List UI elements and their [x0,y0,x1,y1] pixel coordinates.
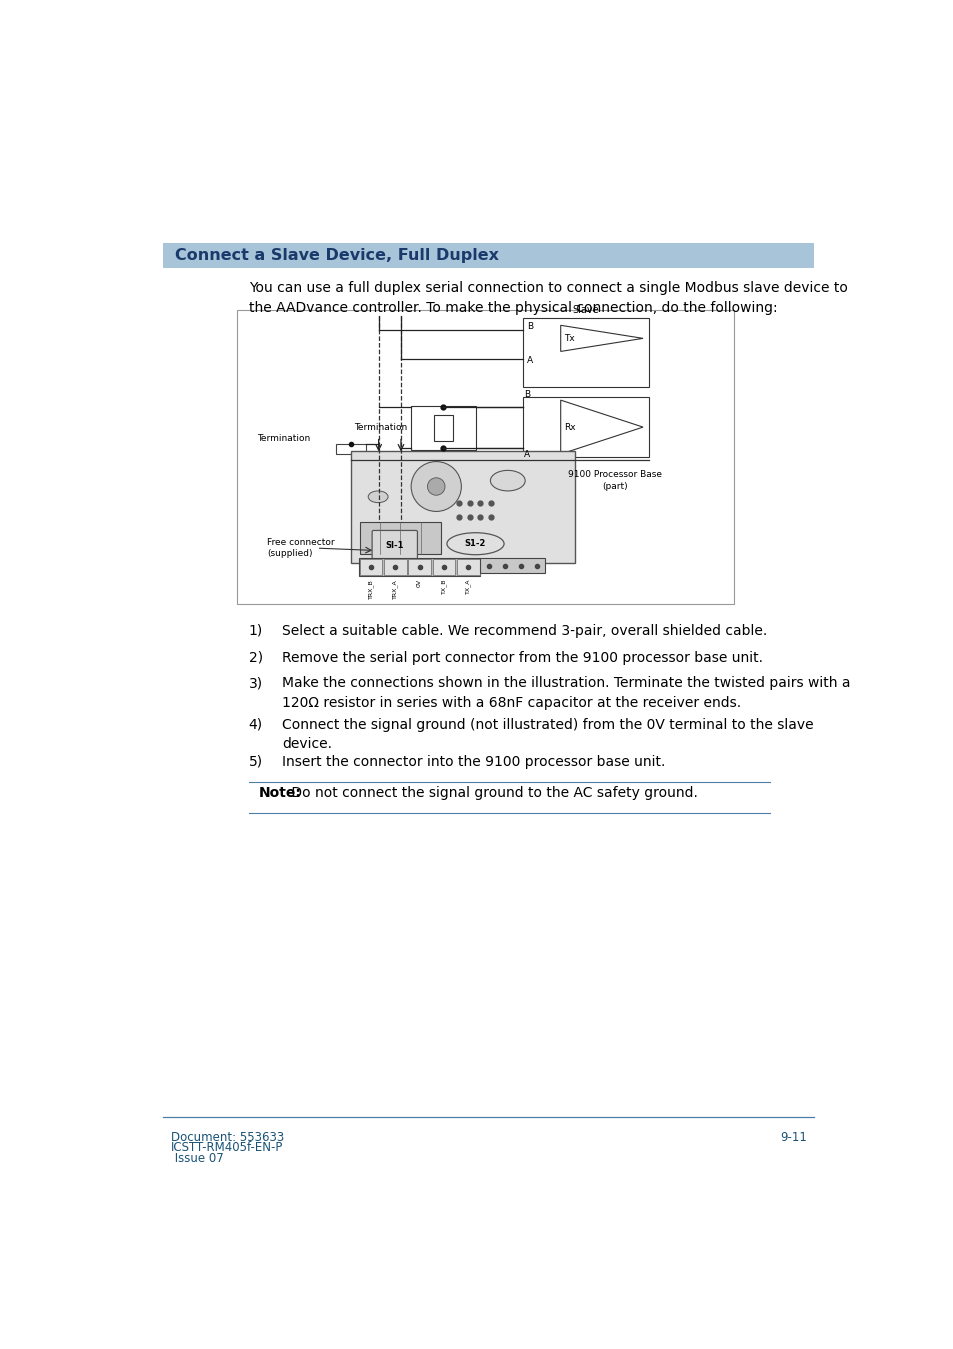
Text: S1-2: S1-2 [464,540,486,548]
Text: (part): (part) [601,482,627,491]
Text: A: A [526,356,533,364]
Ellipse shape [446,533,503,554]
Text: 3): 3) [249,676,262,691]
Text: TX_B: TX_B [440,579,446,595]
Ellipse shape [368,491,388,503]
FancyBboxPatch shape [372,530,417,560]
Text: Rx: Rx [564,422,576,432]
Text: 5): 5) [249,755,262,769]
Polygon shape [560,325,642,352]
Text: Termination: Termination [256,433,310,442]
Text: Slave: Slave [572,305,598,314]
Text: 4): 4) [249,718,262,731]
Polygon shape [560,401,642,455]
Text: Select a suitable cable. We recommend 3-pair, overall shielded cable.: Select a suitable cable. We recommend 3-… [282,623,766,638]
Text: Issue 07: Issue 07 [171,1152,224,1166]
Text: 9100 Processor Base: 9100 Processor Base [567,471,661,479]
Text: 0V: 0V [416,579,421,587]
Text: Note:: Note: [258,785,301,800]
Text: ICSTT-RM405f-EN-P: ICSTT-RM405f-EN-P [171,1141,283,1155]
Bar [358,558,480,576]
Ellipse shape [490,471,525,491]
Text: Termination: Termination [354,424,407,432]
Bar [522,397,649,457]
Text: Make the connections shown in the illustration. Terminate the twisted pairs with: Make the connections shown in the illust… [282,676,850,710]
Bar [383,558,406,575]
Bar [408,558,431,575]
Bar [163,243,814,268]
Text: Remove the serial port connector from the 9100 processor base unit.: Remove the serial port connector from th… [282,650,762,665]
Text: Connect a Slave Device, Full Duplex: Connect a Slave Device, Full Duplex [174,248,498,263]
Bar [411,406,475,449]
Text: SI-1: SI-1 [385,541,404,549]
Text: A: A [524,449,530,459]
Text: Do not connect the signal ground to the AC safety ground.: Do not connect the signal ground to the … [286,785,697,800]
Text: 2): 2) [249,650,262,665]
Text: You can use a full duplex serial connection to connect a single Modbus slave dev: You can use a full duplex serial connect… [249,281,846,314]
Bar [456,558,479,575]
Text: 1): 1) [249,623,263,638]
Text: B: B [526,322,533,332]
Circle shape [411,461,461,511]
Text: TX_A: TX_A [465,579,471,595]
Bar [236,310,733,604]
Text: Free connector
(supplied): Free connector (supplied) [267,538,335,558]
Text: TRX_B: TRX_B [368,579,374,599]
Bar [351,452,575,563]
Bar [480,558,544,573]
Circle shape [427,478,445,495]
Text: B: B [524,390,530,398]
Text: Insert the connector into the 9100 processor base unit.: Insert the connector into the 9100 proce… [282,755,664,769]
Text: Tx: Tx [564,333,575,343]
Text: Connect the signal ground (not illustrated) from the 0V terminal to the slave
de: Connect the signal ground (not illustrat… [282,718,813,751]
Bar [336,444,366,455]
Bar [433,414,453,441]
Bar [432,558,455,575]
Text: TRX_A: TRX_A [392,579,397,599]
Bar [522,318,649,387]
Bar [359,558,382,575]
Bar [360,522,440,554]
Text: 9-11: 9-11 [779,1130,806,1144]
Text: Document: 553633: Document: 553633 [171,1130,284,1144]
